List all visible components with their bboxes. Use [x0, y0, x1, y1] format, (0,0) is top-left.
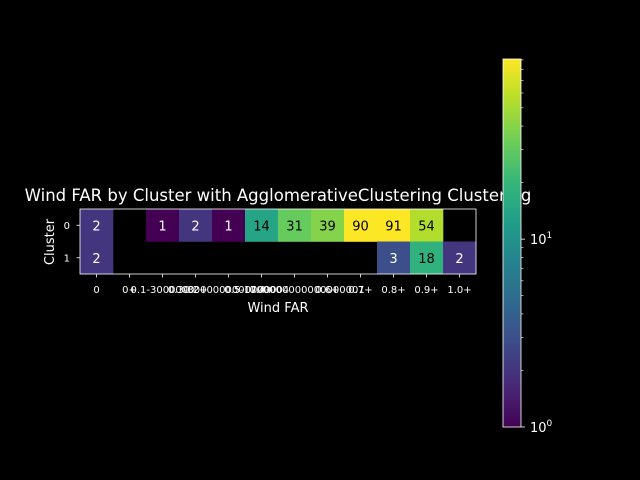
heatmap-cell — [212, 209, 246, 242]
heatmap-cell — [377, 209, 411, 242]
cell-value-label: 2 — [455, 252, 463, 267]
cell-value-label: 54 — [418, 219, 435, 234]
heatmap-cell — [377, 241, 411, 275]
cell-value-label: 2 — [191, 219, 199, 234]
heatmap-cell — [146, 209, 180, 242]
heatmap-cell — [311, 209, 345, 242]
x-tick-label: 0.3-3000000000000004 — [168, 285, 289, 296]
cell-value-label: 90 — [352, 219, 369, 234]
y-tick-label: 1 — [64, 253, 70, 264]
y-axis-ticks: 01 — [64, 221, 80, 264]
x-tick-label: 0.9+ — [414, 285, 438, 296]
x-tick-label: 0.6+ — [315, 285, 339, 296]
heatmap-cell — [410, 209, 444, 242]
chart-title: Wind FAR by Cluster with AgglomerativeCl… — [25, 186, 532, 205]
heatmap-cell — [179, 209, 213, 242]
heatmap-cell — [278, 209, 312, 242]
x-tick-label: 0.4+ — [249, 285, 273, 296]
colorbar-tick-label: 101 — [530, 231, 552, 248]
cell-value-label: 2 — [92, 219, 100, 234]
y-tick-label: 0 — [64, 221, 70, 232]
heatmap-cells: 2 1 2 1 14 31 39 90 91 54 2 3 18 2 — [80, 209, 477, 275]
cell-value-label: 1 — [224, 219, 232, 234]
cell-value-label: 18 — [418, 252, 435, 267]
colorbar-gradient — [502, 58, 522, 428]
colorbar-ticks: 100 101 — [521, 59, 553, 436]
cell-value-label: 3 — [389, 252, 397, 267]
x-tick-label: 0.1-3000000 — [130, 285, 194, 296]
x-tick-label: 1.0+ — [447, 285, 471, 296]
x-tick-label: 0.5-1700000000000000001 — [224, 285, 364, 296]
x-tick-label: 0.8+ — [381, 285, 405, 296]
colorbar-tick-label: 100 — [530, 419, 553, 436]
cell-value-label: 2 — [92, 252, 100, 267]
heatmap-cell — [80, 209, 114, 242]
cell-value-label: 39 — [319, 219, 336, 234]
plot-frame — [79, 208, 477, 275]
cell-value-label: 91 — [385, 219, 402, 234]
cell-value-label: 31 — [286, 219, 303, 234]
x-tick-label: 0 — [93, 285, 99, 296]
heatmap-cell — [245, 209, 279, 242]
x-axis-ticks: 0 0+0.1-30000000.2+0.3-30000000000000040.… — [93, 274, 472, 296]
y-axis-label: Cluster — [43, 218, 58, 265]
heatmap-cell — [410, 241, 444, 275]
cell-value-label: 1 — [158, 219, 166, 234]
x-tick-label: 0.2+ — [183, 285, 207, 296]
heatmap-cell — [443, 241, 477, 275]
heatmap-cell — [80, 241, 114, 275]
x-tick-label: 0+ — [122, 285, 137, 296]
x-tick-label: 0.7+ — [348, 285, 372, 296]
x-axis-label: Wind FAR — [247, 301, 308, 316]
cell-value-label: 14 — [253, 219, 270, 234]
heatmap-cell — [344, 209, 378, 242]
colorbar: 100 101 — [502, 58, 553, 436]
